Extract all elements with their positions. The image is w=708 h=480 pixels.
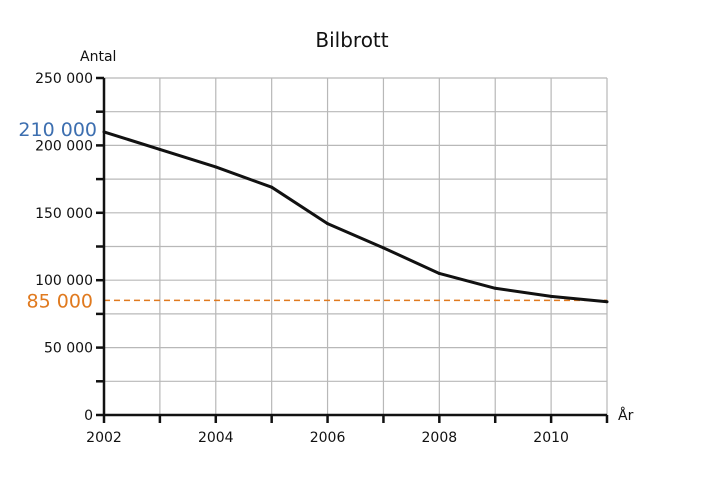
- series: [102, 130, 609, 304]
- y-tick-label: 0: [84, 408, 93, 424]
- chart-title: Bilbrott: [315, 28, 388, 52]
- grid: [104, 77, 608, 415]
- tick-labels: 0 50 000 100 000 150 000 200 000 250 000 2002 2…: [35, 71, 569, 446]
- data-point: [549, 294, 553, 298]
- y-tick-label: 50 000: [44, 341, 93, 357]
- x-tick-label: 2002: [86, 430, 122, 446]
- y-tick-label: 150 000: [35, 206, 93, 222]
- data-point: [326, 222, 330, 226]
- series-line: [103, 130, 608, 304]
- y-axis-label: Antal: [80, 49, 116, 65]
- value-annotation: 210 000: [18, 119, 97, 141]
- data-point: [270, 185, 274, 189]
- x-tick-label: 2006: [310, 430, 346, 446]
- annotations: 85 000 210 000: [18, 119, 97, 313]
- x-tick-label: 2008: [422, 430, 458, 446]
- y-tick-label: 200 000: [35, 138, 93, 154]
- data-point: [493, 286, 497, 290]
- data-point: [381, 246, 385, 250]
- reference-line-label: 85 000: [27, 290, 93, 312]
- data-point: [437, 271, 441, 275]
- axes: [96, 76, 609, 423]
- y-tick-label: 250 000: [35, 71, 93, 87]
- x-tick-label: 2004: [198, 430, 234, 446]
- y-tick-label: 100 000: [35, 273, 93, 289]
- data-point: [214, 165, 218, 169]
- data-point: [158, 147, 162, 151]
- data-point: [605, 300, 609, 304]
- x-axis-label: År: [618, 407, 634, 424]
- x-tick-label: 2010: [533, 430, 569, 446]
